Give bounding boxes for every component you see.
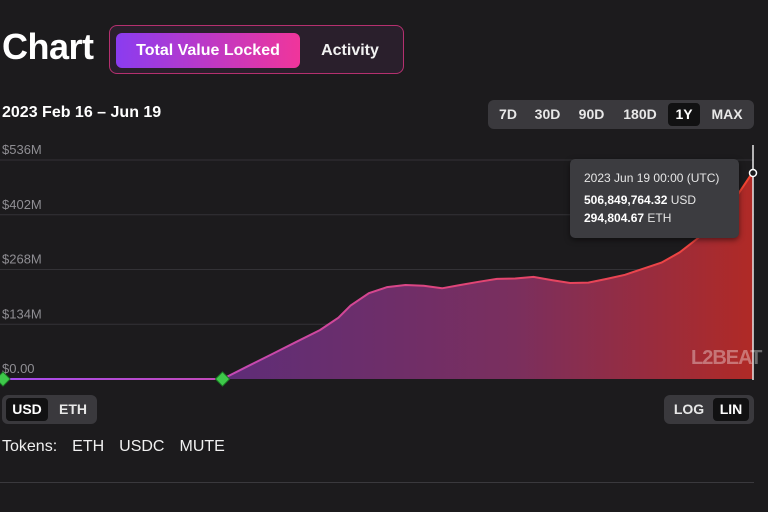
- scale-selector: LOG LIN: [664, 395, 754, 424]
- currency-usd-button[interactable]: USD: [6, 398, 48, 421]
- hover-point: [748, 168, 758, 178]
- range-30d-button[interactable]: 30D: [534, 106, 561, 122]
- tooltip-date: 2023 Jun 19 00:00 (UTC): [584, 171, 720, 185]
- range-1y-button[interactable]: 1Y: [668, 103, 700, 126]
- page-title: Chart: [2, 26, 94, 67]
- milestone-marker[interactable]: [214, 371, 231, 387]
- time-range-selector: 7D 30D 90D 180D 1Y MAX: [488, 100, 754, 129]
- range-180d-button[interactable]: 180D: [623, 106, 657, 122]
- y-tick-label: $536M: [2, 142, 42, 157]
- token-usdc[interactable]: USDC: [119, 438, 165, 455]
- currency-eth-button[interactable]: ETH: [59, 401, 87, 417]
- scale-log-button[interactable]: LOG: [673, 401, 705, 417]
- range-90d-button[interactable]: 90D: [578, 106, 605, 122]
- l2beat-watermark: L2BEAT: [691, 347, 762, 369]
- scale-lin-button[interactable]: LIN: [713, 398, 749, 421]
- tooltip-eth: 294,804.67 ETH: [584, 211, 672, 225]
- range-max-button[interactable]: MAX: [711, 106, 743, 122]
- y-tick-label: $134M: [2, 306, 42, 321]
- token-eth[interactable]: ETH: [72, 438, 105, 455]
- tab-activity[interactable]: Activity: [321, 42, 379, 59]
- currency-selector: USD ETH: [2, 395, 97, 424]
- tokens-row: Tokens: ETH USDC MUTE: [2, 438, 240, 456]
- token-mute[interactable]: MUTE: [179, 438, 225, 455]
- y-tick-label: $268M: [2, 252, 42, 267]
- y-tick-label: $402M: [2, 197, 42, 212]
- tab-total-value-locked[interactable]: Total Value Locked: [116, 33, 300, 68]
- chart-view-switch: Total Value Locked Activity: [109, 25, 404, 74]
- bottom-divider: [0, 482, 754, 483]
- tooltip-usd: 506,849,764.32 USD: [584, 193, 697, 207]
- chart-tooltip: 2023 Jun 19 00:00 (UTC) 506,849,764.32 U…: [570, 159, 739, 238]
- tvl-area: [222, 171, 753, 379]
- date-range-label: 2023 Feb 16 – Jun 19: [2, 104, 162, 121]
- tvl-line: [3, 171, 754, 380]
- range-7d-button[interactable]: 7D: [499, 106, 517, 122]
- y-tick-label: $0.00: [2, 361, 35, 376]
- milestone-marker[interactable]: [0, 371, 11, 387]
- tokens-label: Tokens:: [2, 438, 58, 455]
